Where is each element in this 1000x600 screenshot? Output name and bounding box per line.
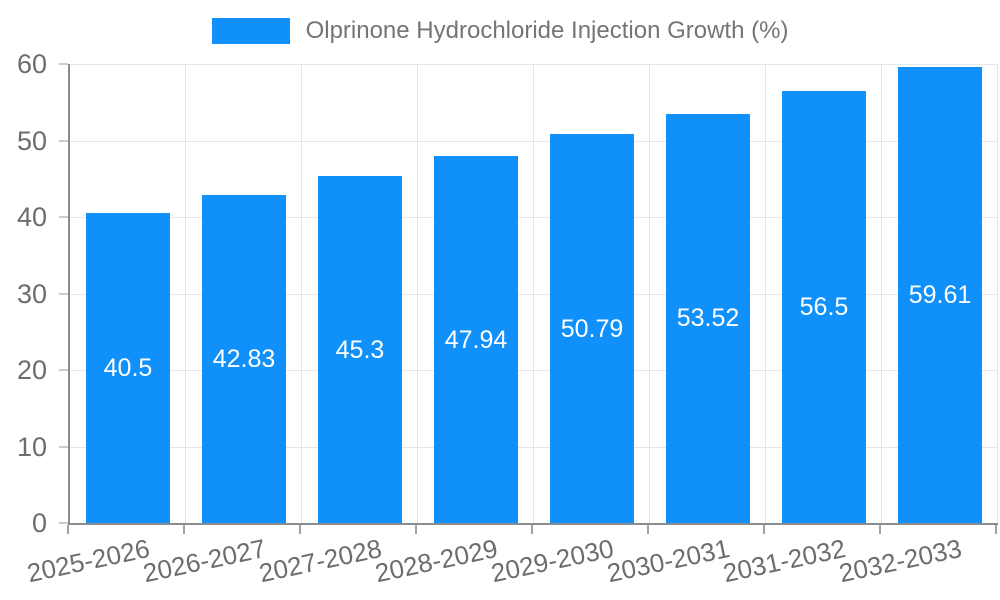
- plot-area: 40.5 42.83 45.3 47.94 50.79 53.52 56.5 59.61: [68, 64, 998, 525]
- x-axis-tick: [995, 525, 997, 534]
- bar-value-label: 53.52: [676, 304, 740, 333]
- bar-value-label: 50.79: [560, 314, 624, 343]
- gridline-horizontal: [70, 370, 998, 371]
- y-axis-tick-label: 50: [16, 125, 47, 156]
- bar-value-label: 40.5: [103, 354, 153, 383]
- y-axis-tick-label: 10: [16, 431, 47, 462]
- legend-label: Olprinone Hydrochloride Injection Growth…: [305, 17, 789, 44]
- legend: Olprinone Hydrochloride Injection Growth…: [0, 17, 1000, 45]
- bar-value-label: 56.5: [799, 292, 849, 321]
- y-axis-tick: [59, 216, 68, 218]
- bar-value-label: 45.3: [335, 335, 385, 364]
- y-axis-tick: [59, 369, 68, 371]
- gridline-horizontal: [70, 293, 998, 295]
- bar: [434, 156, 518, 523]
- gridline-vertical: [301, 64, 302, 523]
- x-axis-tick: [299, 525, 301, 534]
- y-axis-tick: [59, 522, 68, 524]
- gridline-vertical: [185, 64, 186, 523]
- bar-value-label: 47.94: [444, 325, 508, 354]
- y-axis-tick: [59, 139, 68, 142]
- x-axis-tick: [647, 525, 649, 534]
- gridline-vertical: [765, 64, 766, 523]
- y-axis-tick: [59, 292, 68, 295]
- gridline-horizontal: [70, 446, 998, 448]
- gridline-horizontal: [70, 64, 998, 65]
- bar: [318, 176, 402, 523]
- gridline-vertical: [997, 64, 998, 523]
- bar-value-label: 59.61: [908, 280, 972, 309]
- y-axis-tick-label: 20: [16, 355, 47, 385]
- bar: [666, 113, 750, 523]
- y-axis-tick-label: 40: [16, 202, 47, 232]
- y-axis-tick: [59, 445, 68, 448]
- bar: [202, 195, 286, 523]
- x-axis-tick: [67, 525, 69, 534]
- gridline-vertical: [417, 64, 418, 523]
- bar: [86, 213, 170, 523]
- y-axis-tick: [59, 63, 68, 65]
- bar: [898, 66, 982, 523]
- bar-value-label: 42.83: [212, 345, 276, 374]
- y-axis-tick-label: 30: [16, 278, 47, 309]
- x-axis-tick: [879, 525, 881, 534]
- x-axis-tick: [415, 525, 417, 534]
- y-axis-tick-label: 0: [31, 508, 47, 538]
- bar: [782, 90, 866, 523]
- y-axis-tick-label: 60: [16, 49, 47, 79]
- x-axis-tick: [183, 525, 185, 534]
- gridline-vertical: [649, 64, 650, 523]
- gridline-horizontal: [70, 217, 998, 218]
- bar: [550, 134, 634, 523]
- gridline-vertical: [533, 64, 534, 523]
- gridline-vertical: [881, 64, 882, 523]
- x-axis-tick: [531, 525, 533, 534]
- gridline-horizontal: [70, 140, 998, 142]
- legend-swatch: [211, 18, 290, 44]
- x-axis-tick: [763, 525, 765, 534]
